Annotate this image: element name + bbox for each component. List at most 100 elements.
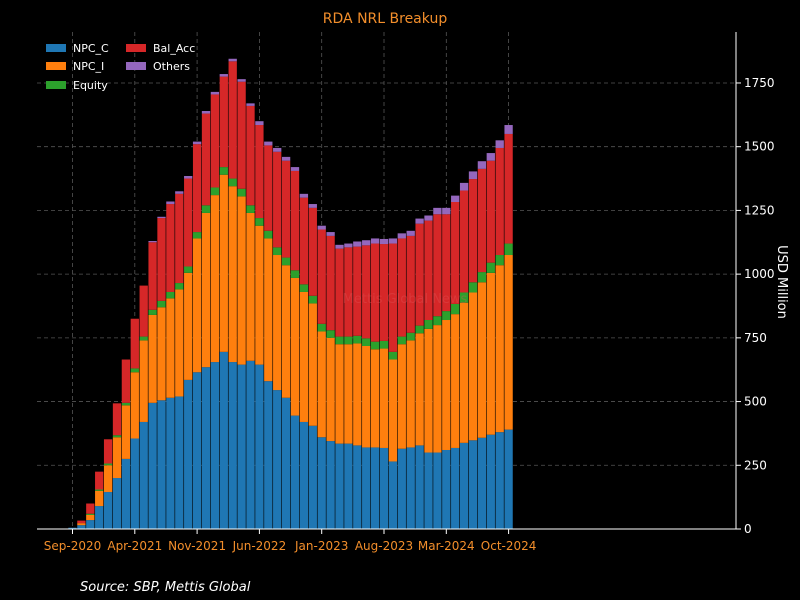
x-tick-label: Jun-2022 [232, 539, 287, 553]
bars-layer [68, 58, 513, 529]
bar-bal-acc-dec-2023 [415, 223, 424, 326]
bar-npc-c-nov-2021 [192, 372, 202, 529]
legend-label-bal-acc: Bal_Acc [153, 42, 195, 55]
bar-others-sep-2023 [388, 238, 398, 244]
bar-bal-acc-jul-2021 [157, 218, 166, 301]
bar-npc-c-feb-2024 [433, 452, 442, 529]
bar-npc-c-dec-2023 [415, 445, 424, 529]
bar-npc-i-dec-2021 [201, 212, 211, 368]
bar-npc-i-jul-2023 [370, 349, 380, 448]
bar-bal-acc-jun-2021 [148, 242, 157, 310]
bar-others-oct-2024 [504, 125, 513, 134]
bar-npc-c-aug-2024 [486, 434, 495, 529]
bar-npc-i-nov-2021 [192, 238, 202, 373]
bar-equity-jan-2024 [424, 320, 433, 329]
bar-bal-acc-aug-2023 [379, 244, 389, 341]
bar-others-jul-2022 [264, 141, 273, 146]
bar-equity-jun-2021 [148, 309, 157, 315]
y-tick-label: 500 [744, 395, 767, 409]
legend-swatch-npc-c [46, 44, 66, 52]
bar-equity-may-2021 [139, 336, 148, 341]
bar-others-nov-2023 [406, 230, 415, 236]
bar-equity-jul-2023 [370, 341, 380, 350]
bar-npc-c-jun-2022 [255, 364, 264, 529]
bar-npc-i-dec-2023 [415, 333, 424, 446]
bar-equity-oct-2023 [397, 336, 406, 345]
bar-others-feb-2022 [219, 74, 228, 77]
bar-npc-i-dec-2020 [95, 490, 104, 507]
bar-npc-i-sep-2024 [495, 265, 504, 433]
bar-equity-feb-2021 [112, 435, 122, 438]
x-tick-label: Nov-2021 [168, 539, 226, 553]
bar-bal-acc-nov-2022 [299, 197, 309, 285]
bar-npc-i-dec-2022 [308, 303, 317, 426]
bar-equity-jun-2024 [468, 282, 478, 293]
bar-npc-i-aug-2022 [273, 255, 282, 391]
legend-swatch-npc-i [46, 62, 66, 70]
bar-npc-c-dec-2021 [201, 367, 211, 529]
bar-npc-i-apr-2024 [451, 314, 460, 448]
x-tick-label: Jan-2023 [294, 539, 348, 553]
bar-npc-c-apr-2022 [237, 364, 246, 529]
bar-equity-sep-2022 [281, 257, 291, 266]
bar-equity-feb-2022 [219, 167, 228, 175]
x-tick-label: Oct-2024 [481, 539, 537, 553]
bar-others-oct-2022 [290, 167, 300, 171]
bar-npc-i-jul-2021 [157, 307, 166, 401]
bar-npc-c-mar-2024 [442, 449, 451, 529]
bar-bal-acc-dec-2022 [308, 207, 317, 296]
bar-others-nov-2021 [192, 141, 202, 145]
bar-npc-i-mar-2024 [442, 320, 451, 450]
bar-npc-i-jul-2024 [477, 282, 487, 438]
bar-npc-c-apr-2021 [130, 438, 139, 529]
bar-npc-i-oct-2023 [397, 344, 406, 449]
bar-equity-aug-2023 [379, 340, 389, 349]
y-tick-label: 0 [744, 522, 752, 536]
bar-bal-acc-sep-2022 [281, 160, 291, 258]
bar-npc-c-jul-2023 [370, 447, 380, 529]
bar-others-aug-2024 [486, 153, 495, 161]
bar-bal-acc-mar-2022 [228, 61, 237, 179]
bar-others-jul-2023 [370, 238, 380, 244]
bar-bal-acc-jun-2024 [468, 179, 478, 283]
bar-others-jul-2024 [477, 161, 487, 169]
bar-others-sep-2022 [281, 156, 291, 161]
bar-npc-c-may-2024 [459, 442, 469, 529]
bar-npc-c-jun-2021 [148, 402, 157, 529]
bar-npc-i-may-2023 [353, 343, 362, 446]
bar-equity-sep-2023 [388, 351, 398, 360]
bar-equity-sep-2024 [495, 255, 504, 266]
bar-npc-c-jan-2022 [210, 362, 220, 529]
x-tick-label: Mar-2024 [418, 539, 475, 553]
bar-npc-i-may-2021 [139, 340, 148, 422]
bar-others-may-2024 [459, 182, 469, 191]
bar-equity-jul-2022 [264, 230, 273, 239]
bar-others-oct-2021 [184, 176, 193, 179]
bar-equity-may-2023 [353, 335, 362, 344]
bar-others-aug-2021 [166, 201, 175, 205]
bar-bal-acc-nov-2020 [86, 503, 95, 514]
bar-npc-i-aug-2021 [166, 298, 175, 398]
bar-equity-jan-2022 [210, 187, 220, 196]
bar-bal-acc-apr-2022 [237, 81, 246, 189]
bar-bal-acc-mar-2021 [121, 359, 131, 403]
bar-npc-i-nov-2020 [86, 514, 95, 521]
bar-npc-c-nov-2020 [86, 520, 95, 529]
bar-npc-c-dec-2022 [308, 425, 317, 529]
bar-npc-i-may-2022 [246, 212, 255, 361]
bar-npc-c-oct-2023 [397, 448, 406, 529]
bar-npc-c-aug-2023 [379, 447, 389, 529]
bar-npc-i-oct-2024 [504, 255, 513, 430]
bar-others-dec-2022 [308, 204, 317, 208]
legend: NPC_C NPC_I Equity Bal_Acc Others [46, 42, 195, 92]
bar-equity-dec-2022 [308, 295, 317, 304]
legend-swatch-others [126, 62, 146, 70]
bar-bal-acc-oct-2021 [184, 178, 193, 267]
bar-npc-c-sep-2022 [281, 397, 291, 529]
bar-bal-acc-sep-2021 [175, 193, 184, 284]
bar-npc-i-aug-2024 [486, 272, 495, 435]
bar-bal-acc-sep-2023 [388, 243, 398, 352]
bar-others-may-2022 [246, 103, 255, 106]
bar-npc-c-aug-2022 [273, 390, 282, 529]
bar-bal-acc-jul-2022 [264, 145, 273, 231]
